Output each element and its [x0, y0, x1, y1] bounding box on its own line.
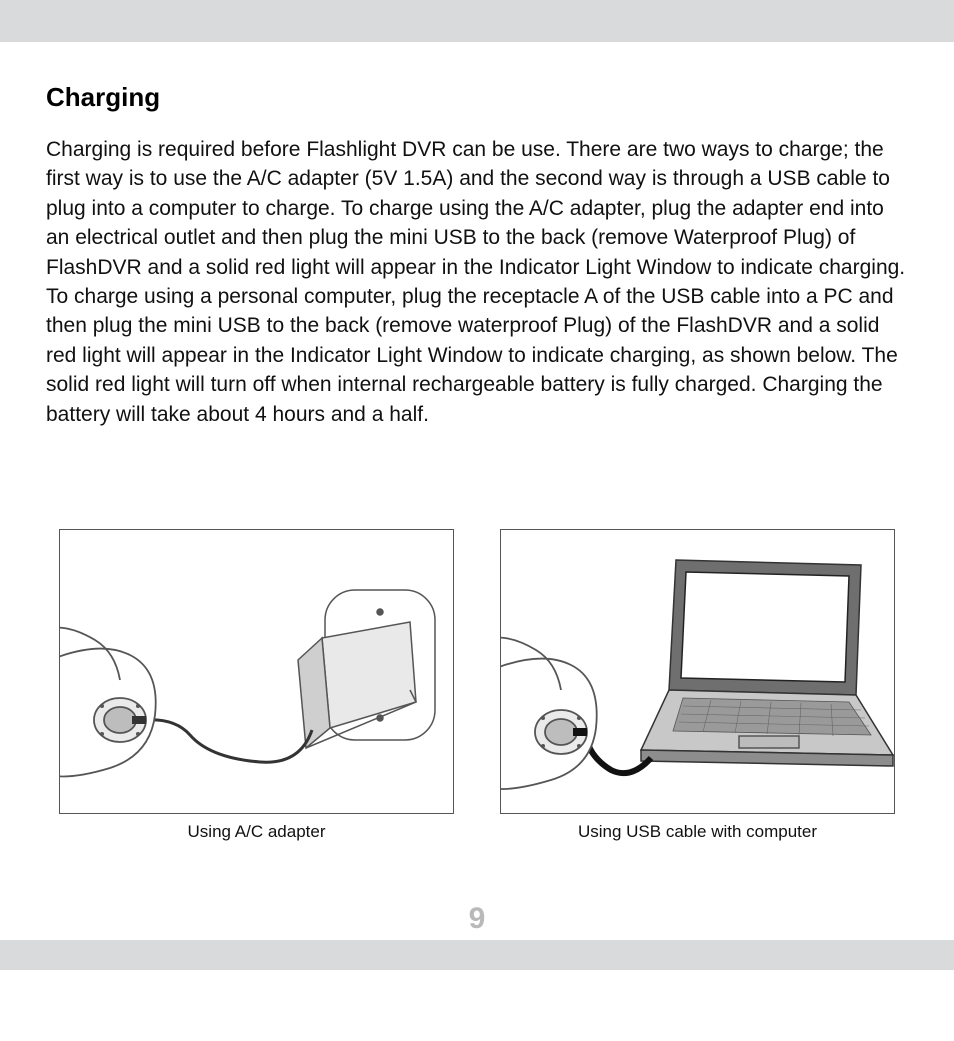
- figure-usb-computer-frame: [500, 529, 895, 814]
- body-paragraph: Charging is required before Flashlight D…: [46, 135, 908, 429]
- ac-adapter-diagram-icon: [60, 530, 454, 814]
- footer-bar: [0, 940, 954, 970]
- figure-ac-adapter: Using A/C adapter: [59, 529, 454, 842]
- figure-ac-adapter-frame: [59, 529, 454, 814]
- usb-computer-diagram-icon: [501, 530, 895, 814]
- figures-row: Using A/C adapter: [46, 529, 908, 842]
- figure-usb-computer-caption: Using USB cable with computer: [500, 822, 895, 842]
- header-bar: [0, 0, 954, 42]
- page-title: Charging: [46, 82, 908, 113]
- header-gap: [0, 42, 954, 52]
- figure-ac-adapter-caption: Using A/C adapter: [59, 822, 454, 842]
- page-content: Charging Charging is required before Fla…: [0, 52, 954, 940]
- page-number: 9: [46, 902, 908, 940]
- figure-usb-computer: Using USB cable with computer: [500, 529, 895, 842]
